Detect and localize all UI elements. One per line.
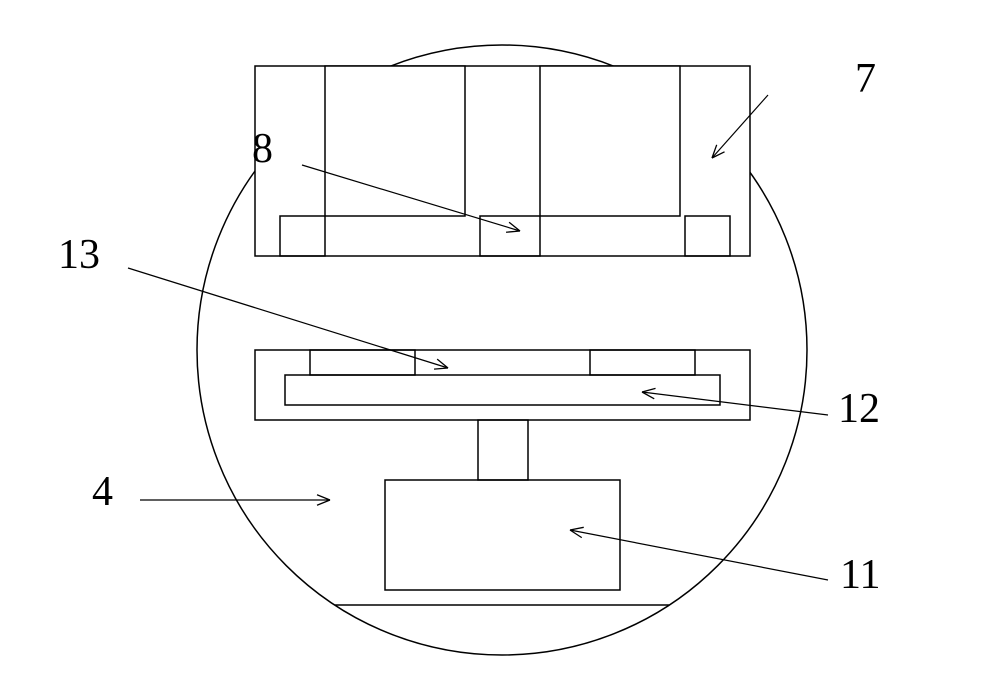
upper-slot-right xyxy=(540,66,680,216)
label-12: 12 xyxy=(838,386,880,432)
label-7: 7 xyxy=(855,56,876,102)
label-13: 13 xyxy=(58,232,100,278)
label-8: 8 xyxy=(252,126,273,172)
label-11: 11 xyxy=(840,552,880,598)
label-4: 4 xyxy=(92,469,113,515)
